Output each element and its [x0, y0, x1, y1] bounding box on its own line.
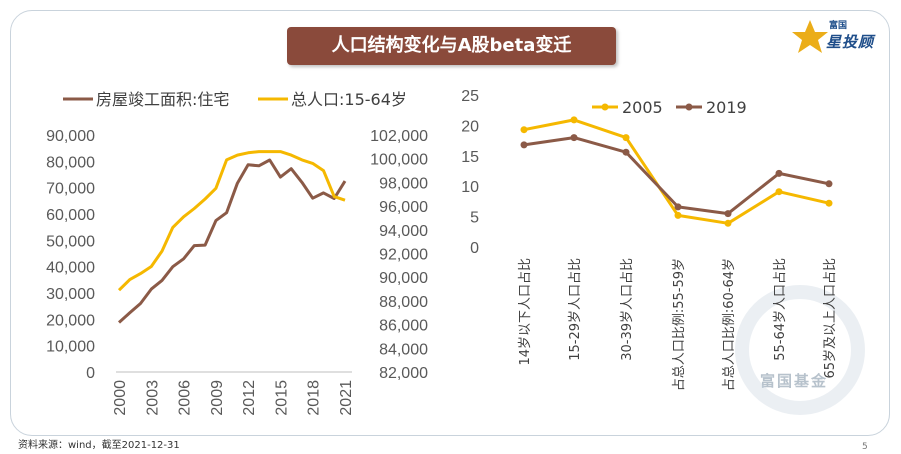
y-tick-label: 0	[470, 240, 479, 257]
right-legend: 2005 2019	[592, 98, 747, 117]
watermark-text: 富国基金	[760, 372, 829, 390]
left-y-tick-label: 50,000	[46, 233, 95, 250]
data-point-2019	[520, 141, 528, 149]
right-y-tick-label: 96,000	[379, 199, 428, 216]
left-y-axis-right: 82,000 84,000 86,000 88,000 90,000 92,000 94,0…	[370, 128, 428, 382]
category-label: 30-39岁人口占比	[620, 258, 635, 361]
data-point-2005	[520, 126, 528, 134]
data-point-2005	[570, 116, 578, 124]
category-label: 15-29岁人口占比	[568, 258, 583, 361]
watermark-ring-icon	[735, 285, 865, 415]
brand-name: 星投顾	[826, 33, 875, 51]
data-point-2019	[724, 210, 732, 218]
legend-label-population: 总人口:15-64岁	[291, 90, 407, 109]
right-y-axis: 0 5 10 15 20 25	[461, 88, 479, 257]
left-y-tick-label: 40,000	[46, 260, 95, 277]
right-x-axis: 14岁以下人口占比 15-29岁人口占比 30-39岁人口占比 占总人口比例:55-5…	[518, 258, 838, 391]
legend-label-2005: 2005	[622, 98, 663, 117]
y-tick-label: 15	[461, 149, 479, 166]
right-series	[520, 116, 833, 227]
left-series	[117, 150, 347, 324]
series-line-population	[117, 150, 346, 292]
data-point-2019	[674, 203, 682, 211]
y-tick-label: 20	[461, 118, 479, 135]
left-y-tick-label: 10,000	[46, 339, 95, 356]
data-point-2019	[775, 169, 783, 177]
left-y-axis-left: 0 10,000 20,000 30,000 40,000 50,000 60,000 70,…	[46, 128, 95, 382]
data-point-2005	[674, 211, 682, 219]
x-tick-label: 2006	[177, 380, 194, 416]
data-point-2005	[825, 199, 833, 207]
right-y-tick-label: 98,000	[379, 175, 428, 192]
y-tick-label: 10	[461, 179, 479, 196]
right-y-tick-label: 84,000	[379, 341, 428, 358]
slide-card	[10, 10, 890, 436]
x-tick-label: 2003	[144, 380, 161, 416]
source-note: 资料来源：wind，截至2021-12-31	[18, 440, 180, 451]
left-y-tick-label: 60,000	[46, 207, 95, 224]
category-label: 占总人口比例:55-59岁	[672, 258, 687, 391]
left-legend: 房屋竣工面积:住宅 总人口:15-64岁	[63, 90, 407, 109]
brand-subtitle: 富国	[829, 21, 848, 31]
left-y-tick-label: 30,000	[46, 286, 95, 303]
legend-marker-2005	[601, 103, 609, 111]
x-tick-label: 2000	[112, 380, 129, 416]
star-icon	[792, 20, 828, 53]
right-y-tick-label: 88,000	[379, 294, 428, 311]
x-tick-label: 2015	[273, 380, 290, 416]
left-x-axis: 2000 2003 2006 2009 2012 2015 2018 2021	[112, 380, 355, 416]
y-tick-label: 5	[470, 210, 479, 227]
left-y-tick-label: 90,000	[46, 128, 95, 145]
category-label: 55-64岁人口占比	[773, 258, 788, 361]
brand-logo	[790, 16, 890, 60]
right-y-tick-label: 94,000	[379, 223, 428, 240]
left-y-tick-label: 20,000	[46, 312, 95, 329]
x-tick-label: 2021	[338, 380, 355, 416]
right-y-tick-label: 82,000	[379, 365, 428, 382]
right-y-tick-label: 86,000	[379, 318, 428, 335]
y-tick-label: 25	[461, 88, 479, 105]
right-y-tick-label: 102,000	[370, 128, 428, 145]
series-line-2019	[523, 136, 830, 216]
page-number: 5	[862, 442, 868, 452]
x-tick-label: 2009	[209, 380, 226, 416]
category-label: 14岁以下人口占比	[518, 258, 533, 366]
page-title: 人口结构变化与A股beta变迁	[287, 27, 616, 65]
right-y-tick-label: 90,000	[379, 270, 428, 287]
data-point-2005	[724, 219, 732, 227]
x-tick-label: 2012	[241, 380, 258, 416]
category-label: 65岁及以上人口占比	[823, 258, 838, 379]
x-tick-label: 2018	[306, 380, 323, 416]
left-y-tick-label: 70,000	[46, 181, 95, 198]
right-y-tick-label: 100,000	[370, 152, 428, 169]
data-point-2019	[570, 134, 578, 142]
data-point-2019	[622, 148, 630, 156]
legend-marker-2019	[685, 103, 693, 111]
series-line-housing	[117, 158, 347, 324]
data-point-2005	[622, 134, 630, 142]
category-label: 占总人口比例:60-64岁	[722, 258, 737, 391]
data-point-2005	[775, 188, 783, 196]
left-y-tick-label: 80,000	[46, 154, 95, 171]
right-y-tick-label: 92,000	[379, 247, 428, 264]
left-y-tick-label: 0	[86, 365, 95, 382]
data-point-2019	[825, 180, 833, 188]
right-chart: 2005 2019 0 5 10 15 20 25 14岁以下人口占比 15-29岁人口占比…	[461, 88, 838, 391]
legend-label-housing: 房屋竣工面积:住宅	[96, 90, 229, 109]
legend-label-2019: 2019	[706, 98, 747, 117]
left-chart: 房屋竣工面积:住宅 总人口:15-64岁 0 10,000 20,000 30,000…	[46, 90, 428, 416]
